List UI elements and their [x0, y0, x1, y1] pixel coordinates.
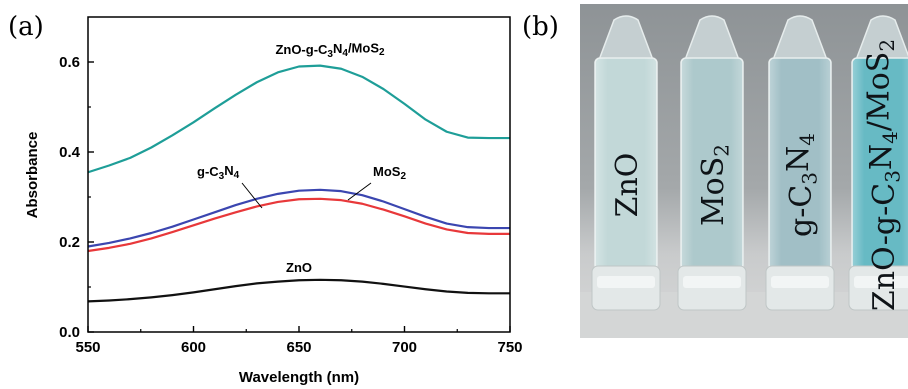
series-label-pointer	[347, 182, 372, 201]
vial-glass-highlight	[681, 58, 743, 270]
label-part: MoS	[696, 157, 731, 226]
y-tick-label: 0.0	[59, 324, 80, 341]
vial-base-ring	[597, 276, 655, 288]
y-tick-label: 0.4	[59, 144, 81, 161]
label-part: 3	[327, 49, 333, 60]
vial-glass-highlight	[852, 58, 908, 270]
series-label-3: ZnO	[286, 260, 312, 275]
series-group	[87, 64, 510, 303]
series-line-2	[87, 197, 510, 253]
label-part: N	[224, 163, 233, 178]
x-tick-label: 650	[286, 339, 311, 356]
label-part: 2	[379, 47, 385, 58]
label-part: 4	[878, 131, 902, 144]
label-part: 2	[400, 171, 406, 182]
y-tick-label: 0.2	[59, 234, 80, 251]
vial-label-0: ZnO	[610, 153, 645, 218]
panel-a-letter: (a)	[8, 12, 44, 42]
label-part: ZnO-g-C	[867, 183, 902, 311]
x-tick-label: 700	[392, 339, 417, 356]
vial-label-1: MoS2	[696, 144, 734, 226]
label-part: MoS	[373, 164, 401, 179]
label-part: 3	[798, 172, 822, 185]
x-tick-label: 550	[75, 339, 100, 356]
x-axis-title: Wavelength (nm)	[239, 369, 359, 386]
label-part: 4	[795, 133, 819, 146]
series-line-3	[87, 278, 510, 303]
label-part: ZnO-g-C	[275, 42, 328, 57]
vial-base-ring	[683, 276, 741, 288]
series-line-0	[87, 64, 510, 174]
vial-base-ring	[771, 276, 829, 288]
label-part: 4	[234, 170, 240, 181]
vial-2: g-C3N4	[765, 15, 835, 311]
panel-b-letter: (b)	[522, 12, 559, 42]
label-part: /MoS	[861, 52, 896, 131]
label-part: N	[781, 146, 816, 172]
vial-glass-highlight	[595, 58, 657, 270]
label-part: ZnO	[610, 153, 645, 218]
series-label-pointer	[241, 182, 263, 209]
series-label-0: ZnO-g-C3N4/MoS2	[275, 40, 385, 59]
label-part: N	[864, 144, 899, 170]
label-part: /MoS	[348, 40, 379, 55]
y-axis-title: Absorbance	[24, 132, 41, 219]
vial-cap	[854, 15, 908, 61]
vial-label-2: g-C3N4	[781, 133, 821, 237]
series-label-1: g-C3N4	[197, 163, 240, 182]
plot-frame	[87, 16, 511, 333]
label-part: N	[333, 41, 342, 56]
label-part: 4	[342, 48, 348, 59]
vial-cap	[683, 15, 741, 61]
vial-cap	[597, 15, 655, 61]
label-part: g-C	[197, 164, 219, 179]
label-part: ZnO	[286, 260, 312, 275]
label-part: 2	[710, 144, 734, 157]
ticks-group: 550 600 650 700 750 0.0 0.2 0.4 0.6	[59, 54, 522, 356]
vial-base-ring	[854, 276, 908, 288]
vial-glass-highlight	[769, 58, 831, 270]
vial-3: ZnO-g-C3N4/MoS2	[848, 15, 908, 311]
label-part: g-C	[784, 185, 819, 237]
label-part: 2	[875, 39, 899, 52]
x-tick-label: 600	[181, 339, 206, 356]
x-tick-label: 750	[497, 339, 522, 356]
label-part: 3	[219, 171, 225, 182]
y-tick-label: 0.6	[59, 54, 80, 71]
vial-0: ZnO	[591, 15, 661, 311]
vial-label-3: ZnO-g-C3N4/MoS2	[861, 39, 904, 311]
vial-1: MoS2	[677, 15, 747, 311]
series-line-1	[87, 188, 510, 248]
series-label-2: MoS2	[373, 164, 406, 182]
vial-cap	[771, 15, 829, 61]
label-part: 3	[881, 170, 905, 183]
